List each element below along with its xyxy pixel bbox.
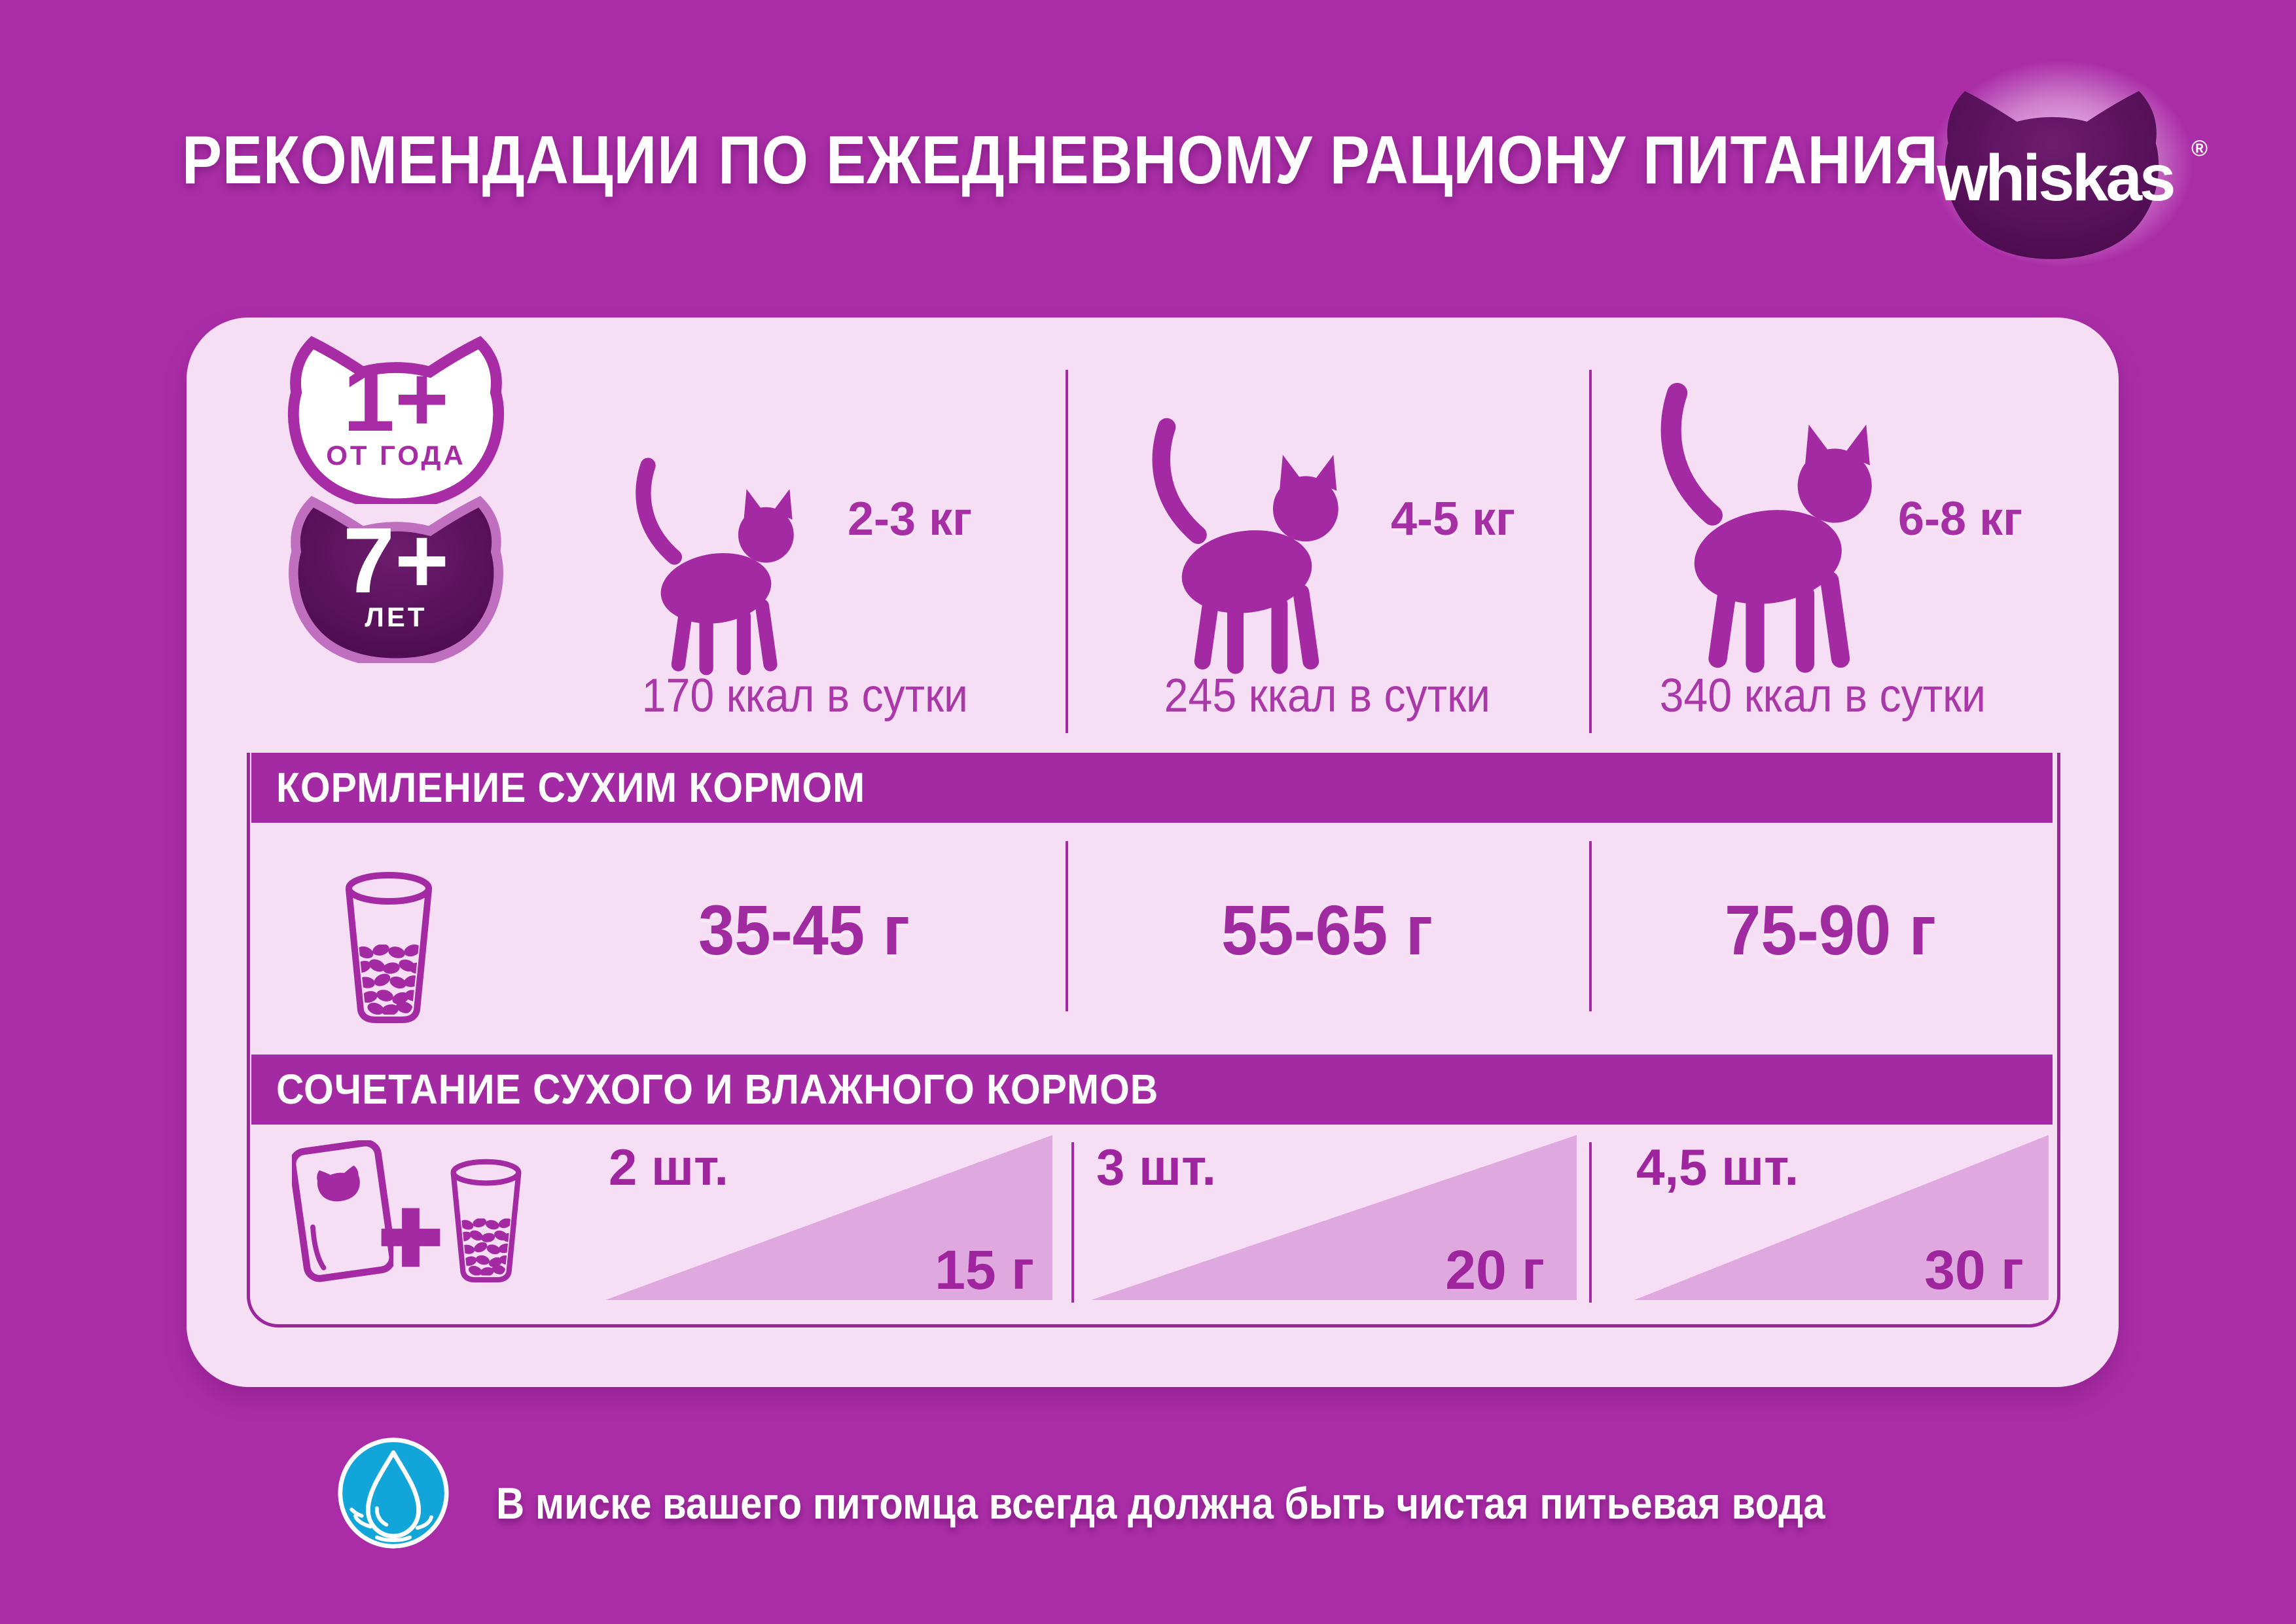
feeding-table-frame <box>247 753 2060 1327</box>
age-badge-value: 1+ <box>343 347 449 451</box>
column-divider <box>1589 370 1592 733</box>
whiskas-logo: whiskas ® <box>1878 20 2245 308</box>
column-divider <box>1589 1142 1592 1303</box>
calories-label: 245 ккал в сутки <box>1164 670 1491 722</box>
pouch-count: 3 шт. <box>1096 1138 1217 1196</box>
age-badge-adult: 1+ ОТ ГОДА <box>286 334 506 504</box>
age-badge-label: ЛЕТ <box>365 602 427 632</box>
calories-label: 340 ккал в сутки <box>1659 670 1986 722</box>
age-badge-senior: 7+ ЛЕТ <box>286 493 506 663</box>
weight-label: 6-8 кг <box>1898 493 2023 545</box>
dry-amount: 75-90 г <box>1724 890 1937 969</box>
pouch-count: 4,5 шт. <box>1636 1138 1799 1196</box>
water-drop-icon <box>336 1436 450 1550</box>
water-note: В миске вашего питомца всегда должна быт… <box>496 1479 1825 1528</box>
cat-silhouette-large <box>1649 376 1872 682</box>
pouch-count: 2 шт. <box>609 1138 729 1196</box>
kibble-cup-icon <box>343 867 435 1028</box>
dry-amount: 35-45 г <box>698 890 910 969</box>
column-divider <box>1066 370 1068 733</box>
dry-addition-amount: 20 г <box>1445 1239 1545 1301</box>
page-title: РЕКОМЕНДАЦИИ ПО ЕЖЕДНЕВНОМУ РАЦИОНУ ПИТА… <box>182 122 1939 198</box>
column-divider <box>1589 841 1592 1011</box>
weight-label: 2-3 кг <box>848 493 973 545</box>
registered-mark: ® <box>2191 136 2208 161</box>
dry-addition-amount: 30 г <box>1924 1239 2024 1301</box>
weight-label: 4-5 кг <box>1391 493 1516 545</box>
recommendation-panel <box>187 317 2119 1387</box>
dry-addition-amount: 15 г <box>935 1239 1034 1301</box>
section-header-dry: КОРМЛЕНИЕ СУХИМ КОРМОМ <box>251 753 2053 823</box>
column-divider <box>1066 841 1068 1011</box>
column-divider <box>1071 1142 1074 1303</box>
plus-icon <box>376 1203 445 1272</box>
calories-label: 170 ккал в сутки <box>641 670 969 722</box>
cat-silhouette-medium <box>1142 412 1338 682</box>
age-badge-value: 7+ <box>343 509 449 613</box>
dry-amount: 55-65 г <box>1221 890 1433 969</box>
brand-logo-text: whiskas <box>1937 141 2176 215</box>
age-badge-label: ОТ ГОДА <box>326 440 466 471</box>
kibble-cup-icon <box>448 1155 524 1286</box>
section-header-combo: СОЧЕТАНИЕ СУХОГО И ВЛАЖНОГО КОРМОВ <box>251 1055 2053 1125</box>
cat-silhouette-small <box>627 453 794 682</box>
